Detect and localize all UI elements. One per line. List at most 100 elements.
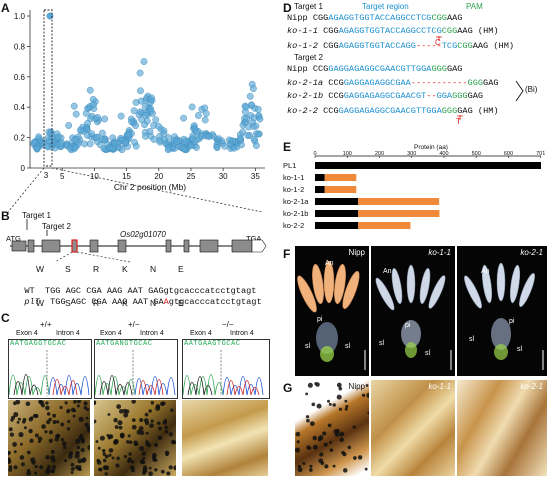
pollen-grain — [295, 447, 301, 453]
intron-label-3: Intron 4 — [230, 330, 254, 337]
pollen-grain — [13, 465, 18, 470]
flower-photo-ko11: ko-1-1 An pi sl sl — [371, 246, 455, 376]
protein-bar-orange — [324, 174, 357, 181]
exon-1 — [11, 240, 27, 252]
genotype-label-2: +/− — [128, 320, 140, 329]
pollen-grain — [353, 456, 357, 460]
panel-letter-b: B — [1, 209, 10, 223]
pollen-grain — [131, 418, 136, 423]
data-point — [189, 135, 196, 143]
data-point — [201, 116, 209, 124]
pollen-grain — [352, 425, 356, 429]
pollen-grain — [84, 422, 89, 428]
pollen-grain — [347, 445, 352, 450]
chromatogram-2: AATGANGTGCAC — [94, 339, 178, 399]
data-point — [243, 114, 251, 122]
pollen-grain — [46, 412, 51, 416]
data-point — [225, 136, 233, 144]
pollen-grain — [164, 429, 169, 434]
seq-ko-2-1b: ko-2-1b CCGGAGGAGAGGCGAACGT--GGAGGGGAG — [287, 91, 484, 101]
pollen-grain — [48, 430, 53, 435]
pollen-grain — [13, 401, 17, 406]
data-point — [90, 101, 97, 109]
pollen-grain — [64, 401, 68, 405]
target2-title: Target 2 — [294, 53, 323, 62]
pollen-grain — [138, 426, 144, 431]
pollen-grain — [19, 455, 25, 460]
pollen-grain — [302, 461, 306, 465]
data-point — [192, 128, 200, 136]
data-point — [117, 112, 125, 120]
gene-id: Os02g01070 — [120, 230, 166, 239]
pollen-grain — [8, 467, 13, 472]
wt-sequence: WT TGG AGC CGA AAG AAT GAGgtgcacccatcctg… — [24, 286, 257, 296]
exon-5 — [89, 239, 99, 253]
data-point — [98, 129, 106, 137]
pollen-grain — [345, 404, 349, 409]
pollen-grain — [329, 440, 333, 444]
pollen-grain — [118, 425, 123, 430]
pollen-grain — [295, 431, 301, 437]
an-label-2: An — [383, 268, 392, 275]
pollen-grain — [139, 446, 145, 452]
data-point — [70, 102, 78, 110]
pollen-grain — [148, 409, 152, 413]
pollen-grain — [80, 447, 85, 453]
data-point — [65, 122, 73, 129]
pollen-grain — [95, 440, 99, 443]
an-label-1: An — [325, 260, 334, 267]
pollen-grain — [296, 440, 300, 444]
pollen-grain — [41, 424, 46, 429]
data-point — [201, 104, 209, 112]
pollen-grain — [133, 440, 138, 445]
pollen-grain — [50, 449, 55, 454]
pollen-grain — [131, 400, 136, 404]
sl-label-2: sl — [345, 343, 351, 350]
pollen-grain — [309, 421, 315, 427]
protein-tick-label: 0 — [313, 151, 316, 157]
pollen-grain — [26, 450, 31, 455]
pollen-grain — [37, 440, 41, 444]
intron-label-1: Intron 4 — [56, 330, 80, 337]
pollen-grain — [123, 412, 129, 418]
special-xtick-label: 3 — [44, 171, 49, 180]
pollen-grain — [305, 415, 310, 419]
protein-tick-label: 600 — [504, 151, 513, 157]
plt-sequence: plT TGG AGC CGA AAG AAT GAAgtgcacccatcct… — [24, 297, 262, 307]
connector-lines — [7, 167, 263, 213]
pollen-grain — [26, 470, 32, 476]
target1-label: Target 1 — [22, 211, 51, 220]
pollen-grain — [158, 426, 162, 431]
data-point — [35, 133, 42, 141]
flower-photo-ko21: ko-2-1 An pi sl sl — [457, 246, 547, 376]
pollen-grain — [113, 418, 118, 423]
pollen-grain — [361, 393, 366, 397]
exon-2 — [27, 239, 35, 253]
exon-3 — [41, 239, 61, 253]
data-point — [173, 138, 181, 145]
pollen-grain — [39, 400, 45, 406]
pollen-grain — [364, 467, 368, 471]
insertion-base-2: T — [456, 117, 461, 126]
pollen-grain — [63, 459, 67, 463]
pollen-grain — [336, 382, 342, 388]
pollen-grain — [327, 423, 332, 428]
pollen-grain — [104, 465, 110, 471]
panel-letter-f: F — [283, 247, 291, 261]
seq-ko-2-2: ko-2-2 CCGGAGGAGAGGCGAACGTTGGAGGGGAG (HM… — [287, 106, 499, 116]
pollen-grain — [47, 465, 51, 469]
pollen-grain — [163, 418, 167, 422]
pollen-grain — [96, 460, 102, 465]
pollen-grain — [323, 442, 328, 447]
pollen-grain — [66, 408, 71, 413]
pollen-grain — [329, 448, 334, 453]
atg-label: ATG — [6, 234, 21, 243]
data-point — [254, 130, 262, 138]
data-point — [155, 122, 162, 130]
pollen-grain — [168, 432, 174, 437]
data-point — [44, 143, 52, 151]
seq-nipp-t1: Nipp CGGAGAGGTGGTACCAGGCCTCGCGGAAG — [287, 13, 463, 23]
pollen-grain — [78, 416, 84, 422]
protein-bar-black — [315, 198, 359, 205]
pollen-label-nipp: Nipp — [348, 382, 365, 391]
